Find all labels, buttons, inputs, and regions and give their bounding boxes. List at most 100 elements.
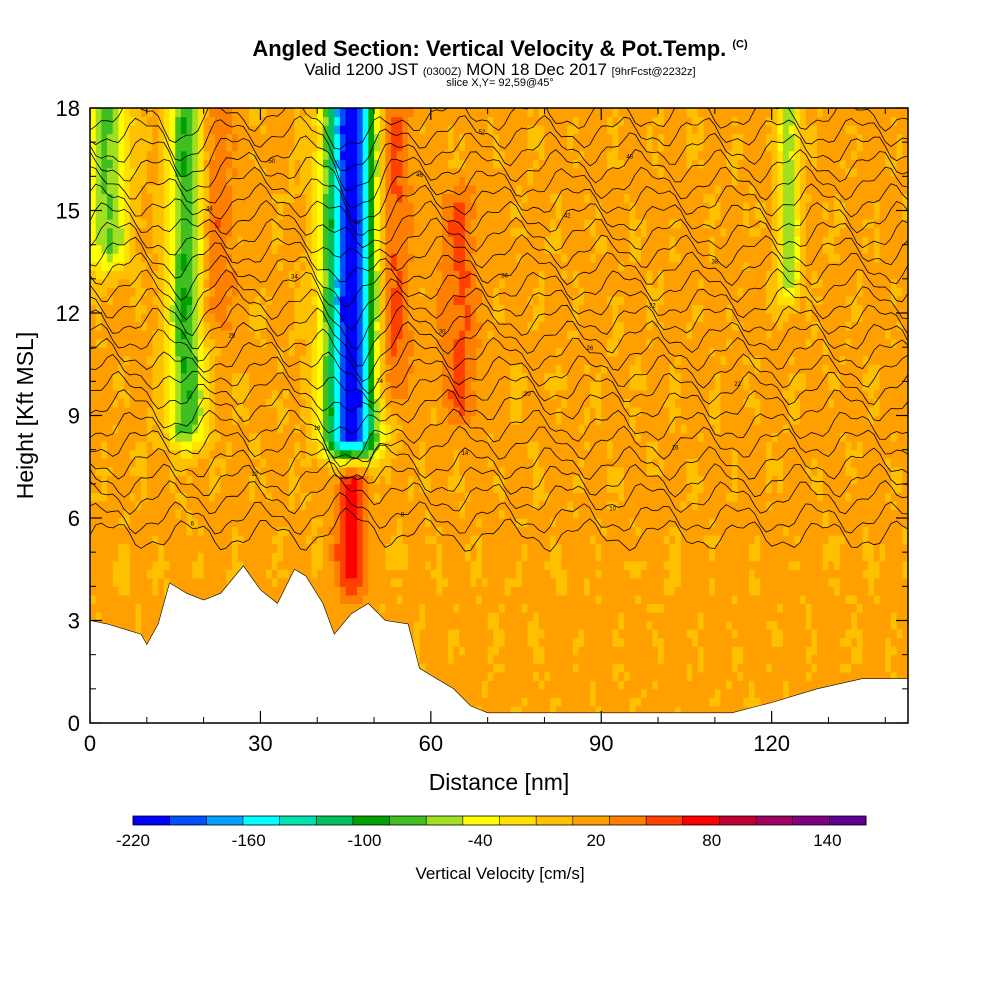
velocity-cell (368, 475, 375, 485)
velocity-cell (158, 338, 165, 348)
velocity-cell (430, 244, 438, 254)
velocity-cell (351, 108, 358, 118)
velocity-cell (351, 398, 358, 408)
velocity-cell (459, 210, 466, 220)
velocity-cell (334, 116, 341, 126)
velocity-cell (118, 620, 125, 630)
velocity-cell (408, 552, 415, 562)
velocity-cell (368, 509, 375, 519)
velocity-cell (413, 415, 421, 425)
velocity-cell (317, 193, 324, 203)
velocity-cell (249, 244, 256, 254)
velocity-cell (459, 227, 466, 237)
velocity-cell (220, 142, 227, 152)
velocity-cell (152, 219, 159, 229)
velocity-cell (413, 518, 421, 528)
velocity-cell (425, 415, 432, 425)
velocity-cell (356, 466, 364, 476)
velocity-cell (107, 270, 114, 280)
velocity-cell (374, 133, 381, 143)
velocity-cell (459, 492, 466, 502)
velocity-cell (186, 133, 193, 143)
velocity-cell (107, 535, 114, 545)
velocity-cell (277, 560, 284, 570)
velocity-cell (288, 125, 296, 135)
velocity-cell (374, 193, 381, 203)
velocity-cell (163, 577, 171, 587)
velocity-cell (374, 108, 381, 118)
velocity-cell (379, 577, 386, 587)
velocity-cell (237, 535, 244, 545)
velocity-cell (220, 398, 227, 408)
velocity-cell (362, 415, 369, 425)
velocity-cell (124, 142, 131, 152)
velocity-cell (328, 261, 335, 271)
velocity-cell (419, 654, 426, 664)
velocity-cell (464, 611, 472, 622)
velocity-cell (470, 466, 477, 476)
velocity-cell (254, 569, 262, 579)
velocity-cell (413, 116, 421, 126)
velocity-cell (107, 159, 114, 169)
velocity-cell (288, 552, 296, 562)
velocity-cell (294, 424, 301, 434)
velocity-cell (476, 688, 483, 698)
velocity-cell (271, 364, 279, 374)
velocity-cell (430, 355, 438, 365)
velocity-cell (328, 253, 335, 263)
velocity-cell (368, 372, 375, 382)
velocity-cell (95, 184, 102, 195)
velocity-cell (430, 637, 438, 647)
velocity-cell (453, 518, 460, 528)
velocity-cell (277, 552, 284, 562)
velocity-cell (214, 449, 222, 459)
velocity-cell (356, 347, 364, 357)
velocity-cell (374, 304, 381, 314)
velocity-cell (362, 347, 369, 357)
velocity-cell (459, 432, 466, 442)
velocity-cell (464, 475, 472, 485)
velocity-cell (402, 518, 409, 528)
velocity-cell (476, 432, 483, 442)
velocity-cell (124, 415, 131, 425)
velocity-cell (254, 389, 262, 400)
velocity-cell (175, 518, 182, 528)
velocity-cell (311, 398, 318, 408)
velocity-cell (447, 381, 455, 391)
velocity-cell (271, 355, 279, 365)
velocity-cell (101, 278, 108, 288)
velocity-cell (118, 253, 125, 263)
velocity-cell (334, 389, 341, 400)
velocity-cell (152, 201, 159, 212)
velocity-cell (107, 321, 114, 331)
velocity-cell (266, 569, 273, 579)
velocity-cell (277, 543, 284, 553)
velocity-cell (146, 184, 154, 195)
velocity-cell (266, 244, 273, 254)
velocity-cell (90, 321, 97, 331)
velocity-cell (129, 270, 137, 280)
velocity-cell (203, 219, 210, 229)
velocity-cell (419, 483, 426, 493)
velocity-cell (220, 125, 227, 135)
velocity-cell (334, 355, 341, 365)
velocity-cell (135, 193, 142, 203)
velocity-cell (141, 278, 148, 288)
velocity-cell (197, 492, 205, 502)
velocity-cell (112, 611, 119, 622)
velocity-cell (203, 586, 210, 596)
velocity-cell (283, 313, 290, 323)
velocity-cell (243, 150, 250, 160)
velocity-cell (447, 389, 455, 400)
velocity-cell (209, 227, 216, 237)
velocity-cell (351, 150, 358, 160)
velocity-cell (192, 552, 199, 562)
velocity-cell (203, 193, 210, 203)
velocity-cell (459, 304, 466, 314)
velocity-cell (158, 150, 165, 160)
velocity-cell (271, 543, 279, 553)
velocity-cell (385, 108, 392, 118)
velocity-cell (283, 244, 290, 254)
velocity-cell (476, 586, 483, 596)
velocity-cell (408, 620, 415, 630)
